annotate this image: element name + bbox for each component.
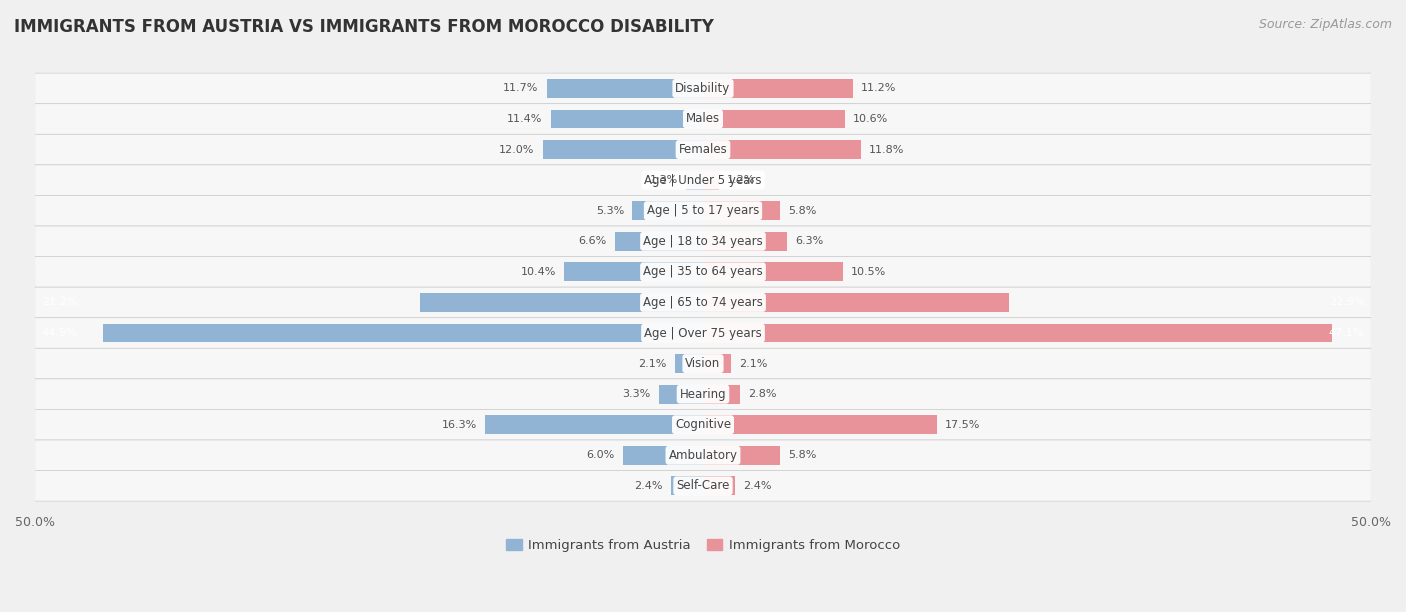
FancyBboxPatch shape	[35, 348, 1371, 379]
Text: Females: Females	[679, 143, 727, 156]
Text: 11.8%: 11.8%	[869, 144, 904, 155]
Bar	[623, 446, 703, 465]
Text: 5.8%: 5.8%	[789, 450, 817, 460]
Text: Cognitive: Cognitive	[675, 418, 731, 431]
Bar	[420, 293, 703, 312]
FancyBboxPatch shape	[35, 195, 1371, 226]
Bar	[564, 263, 703, 282]
Text: Ambulatory: Ambulatory	[668, 449, 738, 462]
FancyBboxPatch shape	[35, 409, 1371, 440]
FancyBboxPatch shape	[35, 471, 1371, 501]
Bar	[551, 110, 703, 129]
Bar	[614, 232, 703, 251]
Bar	[703, 140, 860, 159]
Bar	[703, 416, 936, 434]
FancyBboxPatch shape	[35, 73, 1371, 103]
Bar	[703, 324, 1333, 343]
Bar	[703, 201, 780, 220]
Text: 47.1%: 47.1%	[1329, 328, 1364, 338]
Text: Self-Care: Self-Care	[676, 479, 730, 493]
Bar	[703, 171, 718, 190]
Text: 22.9%: 22.9%	[1329, 297, 1364, 307]
FancyBboxPatch shape	[35, 165, 1371, 195]
Bar	[703, 79, 852, 98]
FancyBboxPatch shape	[35, 287, 1371, 318]
Text: Age | 5 to 17 years: Age | 5 to 17 years	[647, 204, 759, 217]
Bar	[659, 385, 703, 404]
Text: 5.8%: 5.8%	[789, 206, 817, 215]
Text: Age | Under 5 years: Age | Under 5 years	[644, 174, 762, 187]
Bar	[103, 324, 703, 343]
FancyBboxPatch shape	[35, 256, 1371, 287]
Text: 12.0%: 12.0%	[499, 144, 534, 155]
Text: 3.3%: 3.3%	[623, 389, 651, 399]
Text: 21.2%: 21.2%	[42, 297, 77, 307]
Text: 1.3%: 1.3%	[650, 175, 678, 185]
Text: Age | 65 to 74 years: Age | 65 to 74 years	[643, 296, 763, 309]
Text: 44.9%: 44.9%	[42, 328, 77, 338]
Bar	[543, 140, 703, 159]
Bar	[703, 232, 787, 251]
Bar	[703, 446, 780, 465]
FancyBboxPatch shape	[35, 103, 1371, 134]
Bar	[671, 476, 703, 495]
Text: 1.2%: 1.2%	[727, 175, 755, 185]
Text: 10.4%: 10.4%	[520, 267, 555, 277]
FancyBboxPatch shape	[35, 226, 1371, 256]
Text: 17.5%: 17.5%	[945, 420, 980, 430]
FancyBboxPatch shape	[35, 379, 1371, 409]
Bar	[703, 476, 735, 495]
Text: 6.3%: 6.3%	[796, 236, 824, 246]
Text: 6.6%: 6.6%	[578, 236, 607, 246]
Text: 2.1%: 2.1%	[638, 359, 666, 368]
Text: 2.8%: 2.8%	[748, 389, 778, 399]
Text: 11.7%: 11.7%	[503, 83, 538, 94]
FancyBboxPatch shape	[35, 134, 1371, 165]
Legend: Immigrants from Austria, Immigrants from Morocco: Immigrants from Austria, Immigrants from…	[501, 534, 905, 558]
Text: 16.3%: 16.3%	[441, 420, 477, 430]
Bar	[703, 354, 731, 373]
Text: 6.0%: 6.0%	[586, 450, 614, 460]
FancyBboxPatch shape	[35, 318, 1371, 348]
Bar	[703, 293, 1010, 312]
Text: Age | 18 to 34 years: Age | 18 to 34 years	[643, 235, 763, 248]
Bar	[703, 385, 741, 404]
Text: Age | Over 75 years: Age | Over 75 years	[644, 327, 762, 340]
Text: Males: Males	[686, 113, 720, 125]
Bar	[686, 171, 703, 190]
Bar	[547, 79, 703, 98]
Text: 11.2%: 11.2%	[860, 83, 896, 94]
FancyBboxPatch shape	[35, 440, 1371, 471]
Bar	[633, 201, 703, 220]
Text: IMMIGRANTS FROM AUSTRIA VS IMMIGRANTS FROM MOROCCO DISABILITY: IMMIGRANTS FROM AUSTRIA VS IMMIGRANTS FR…	[14, 18, 714, 36]
Text: 11.4%: 11.4%	[508, 114, 543, 124]
Text: Vision: Vision	[685, 357, 721, 370]
Text: Source: ZipAtlas.com: Source: ZipAtlas.com	[1258, 18, 1392, 31]
Text: 5.3%: 5.3%	[596, 206, 624, 215]
Text: Disability: Disability	[675, 82, 731, 95]
Text: 10.6%: 10.6%	[852, 114, 887, 124]
Bar	[703, 263, 844, 282]
Bar	[485, 416, 703, 434]
Bar	[703, 110, 845, 129]
Text: Hearing: Hearing	[679, 387, 727, 401]
Text: 2.1%: 2.1%	[740, 359, 768, 368]
Text: Age | 35 to 64 years: Age | 35 to 64 years	[643, 266, 763, 278]
Text: 2.4%: 2.4%	[634, 481, 662, 491]
Text: 2.4%: 2.4%	[744, 481, 772, 491]
Bar	[675, 354, 703, 373]
Text: 10.5%: 10.5%	[851, 267, 887, 277]
